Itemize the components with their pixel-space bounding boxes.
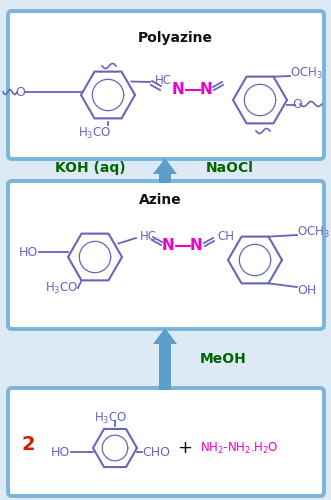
Text: MeOH: MeOH: [200, 352, 247, 366]
Bar: [159, 174, 171, 183]
Text: Polyazine: Polyazine: [137, 31, 213, 45]
Text: OCH$_3$: OCH$_3$: [290, 66, 323, 80]
Text: CH: CH: [217, 230, 234, 243]
Text: O: O: [15, 86, 25, 98]
Text: Azine: Azine: [139, 193, 181, 207]
Text: KOH (aq): KOH (aq): [55, 161, 125, 175]
Text: H$_3$CO: H$_3$CO: [45, 280, 78, 295]
Polygon shape: [153, 328, 177, 344]
Text: HO: HO: [51, 446, 70, 458]
Bar: [159, 344, 171, 390]
Text: OH: OH: [297, 284, 316, 296]
Text: HC: HC: [155, 74, 172, 86]
Text: N: N: [162, 238, 174, 254]
FancyBboxPatch shape: [8, 11, 324, 159]
Text: HO: HO: [19, 246, 38, 258]
Text: OCH$_3$: OCH$_3$: [297, 224, 330, 240]
Text: N: N: [172, 82, 184, 98]
Text: H$_3$CO: H$_3$CO: [94, 410, 128, 426]
Text: H$_3$CO: H$_3$CO: [78, 126, 112, 140]
Text: +: +: [177, 439, 193, 457]
Text: NH$_2$-NH$_2$.H$_2$O: NH$_2$-NH$_2$.H$_2$O: [200, 440, 278, 456]
Polygon shape: [153, 158, 177, 174]
Text: 2: 2: [21, 436, 35, 454]
Text: N: N: [200, 82, 213, 98]
FancyBboxPatch shape: [8, 181, 324, 329]
Text: NaOCl: NaOCl: [206, 161, 254, 175]
Text: HC: HC: [140, 230, 157, 243]
Text: CHO: CHO: [142, 446, 170, 458]
Text: O: O: [292, 98, 302, 112]
Text: N: N: [190, 238, 202, 254]
FancyBboxPatch shape: [8, 388, 324, 496]
